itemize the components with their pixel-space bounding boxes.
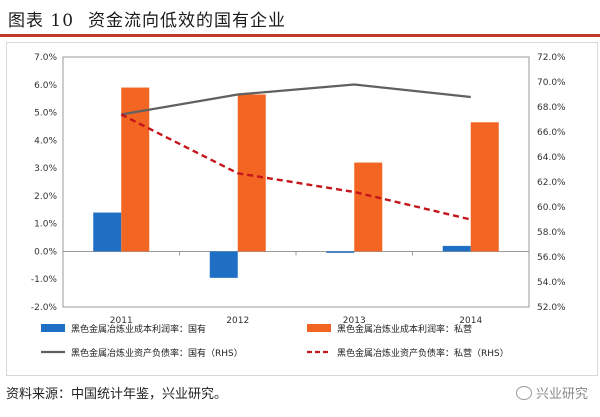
axes-layer: 7.0% 6.0% 5.0% 4.0% 3.0% 2.0% 1.0% 0.0% -1.0% -2.… bbox=[31, 53, 566, 326]
legend-swatch bbox=[41, 324, 65, 332]
y-right-tick-label: 64.0% bbox=[537, 153, 566, 163]
y-right-tick-label: 70.0% bbox=[537, 78, 566, 88]
bar bbox=[121, 87, 150, 252]
figure-title: 图表 10 资金流向低效的国有企业 bbox=[8, 6, 286, 31]
y-left-tick-label: 0.0% bbox=[34, 247, 57, 257]
legend-label: 黑色金属冶炼业资产负债率：国有（RHS） bbox=[71, 347, 243, 359]
chart-svg: 7.0% 6.0% 5.0% 4.0% 3.0% 2.0% 1.0% 0.0% -1.0% -2.… bbox=[31, 53, 566, 359]
y-left-tick-label: -2.0% bbox=[31, 303, 58, 313]
bar bbox=[354, 162, 383, 252]
y-left-tick-label: 4.0% bbox=[34, 136, 57, 146]
bar bbox=[93, 212, 122, 252]
bar bbox=[209, 251, 238, 278]
y-right-tick-label: 56.0% bbox=[537, 253, 566, 263]
y-left-tick-label: 7.0% bbox=[34, 53, 57, 63]
y-right-tick-label: 68.0% bbox=[537, 103, 566, 113]
y-right-tick-label: 66.0% bbox=[537, 128, 566, 138]
y-right-tick-label: 60.0% bbox=[537, 203, 566, 213]
figure-number: 图表 10 bbox=[8, 11, 75, 31]
y-left-tick-label: 2.0% bbox=[34, 192, 57, 202]
bars-layer bbox=[93, 87, 499, 278]
bar bbox=[326, 251, 355, 253]
legend-swatch bbox=[307, 324, 331, 332]
wechat-icon bbox=[515, 386, 532, 400]
source-note: 资料来源：中国统计年鉴，兴业研究。 bbox=[6, 387, 228, 402]
y-left-tick-label: 3.0% bbox=[34, 164, 57, 174]
legend: 黑色金属冶炼业成本利润率：国有 黑色金属冶炼业成本利润率：私营黑色金属冶炼业资产负… bbox=[41, 323, 509, 359]
x-tick-label: 2012 bbox=[226, 316, 249, 326]
chart-frame: 7.0% 6.0% 5.0% 4.0% 3.0% 2.0% 1.0% 0.0% -1.0% -2.… bbox=[6, 42, 598, 376]
x-tick-label: 2011 bbox=[110, 316, 133, 326]
y-right-tick-label: 58.0% bbox=[537, 228, 566, 238]
series-line-dashed bbox=[120, 113, 472, 221]
y-right-tick-label: 54.0% bbox=[537, 278, 566, 288]
legend-label: 黑色金属冶炼业成本利润率：私营 bbox=[337, 323, 472, 335]
plot-area-border bbox=[62, 56, 530, 308]
watermark: 兴业研究 bbox=[515, 383, 588, 402]
x-tick-label: 2014 bbox=[459, 316, 482, 326]
series-line bbox=[121, 83, 471, 116]
legend-label: 黑色金属冶炼业资产负债率：私营（RHS） bbox=[337, 347, 509, 359]
watermark-text: 兴业研究 bbox=[535, 387, 588, 402]
bar bbox=[442, 245, 471, 252]
title-rule bbox=[0, 34, 600, 37]
y-left-tick-label: 6.0% bbox=[34, 81, 57, 91]
y-right-tick-label: 72.0% bbox=[537, 53, 566, 63]
y-left-tick-label: 5.0% bbox=[34, 109, 57, 119]
figure-title-text: 资金流向低效的国有企业 bbox=[88, 11, 287, 31]
y-right-tick-label: 62.0% bbox=[537, 178, 566, 188]
y-left-tick-label: -1.0% bbox=[31, 275, 58, 285]
lines-layer bbox=[120, 83, 472, 221]
bar bbox=[470, 122, 499, 252]
y-right-tick-label: 52.0% bbox=[537, 303, 566, 313]
x-tick-label: 2013 bbox=[343, 316, 366, 326]
legend-label: 黑色金属冶炼业成本利润率：国有 bbox=[71, 323, 206, 335]
y-left-tick-label: 1.0% bbox=[34, 220, 57, 230]
